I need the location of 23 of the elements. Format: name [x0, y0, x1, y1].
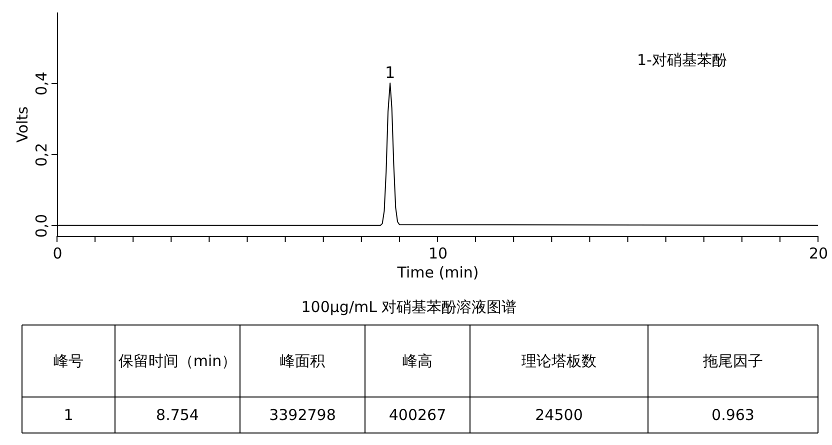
y-axis-title: Volts [14, 106, 32, 143]
y-tick-label: 0,0 [32, 214, 50, 238]
text: 峰号 [54, 352, 84, 370]
text: 100μg/mL 对硝基苯酚溶液图谱 [301, 298, 517, 316]
text: 峰面积 [280, 352, 325, 370]
text: 400267 [388, 406, 446, 424]
x-tick-label: 0 [52, 244, 62, 262]
text: 0.963 [712, 406, 754, 424]
x-tick-label: 20 [808, 244, 828, 262]
text: 1 [64, 406, 74, 424]
text: 理论塔板数 [522, 352, 596, 370]
text: 峰高 [402, 352, 432, 370]
text: 保留时间（min） [118, 352, 237, 370]
text: 24500 [535, 406, 583, 424]
text: 8.754 [156, 406, 199, 424]
annotation: 1-对硝基苯酚 [637, 51, 727, 69]
x-axis-title: Time (min) [396, 264, 479, 282]
y-tick-label: 0,4 [32, 72, 50, 96]
text: 3392798 [269, 406, 336, 424]
x-tick-label: 10 [428, 244, 448, 262]
y-tick-label: 0,2 [32, 142, 50, 167]
text: 拖尾因子 [702, 352, 763, 370]
annotation: 1 [384, 63, 396, 82]
